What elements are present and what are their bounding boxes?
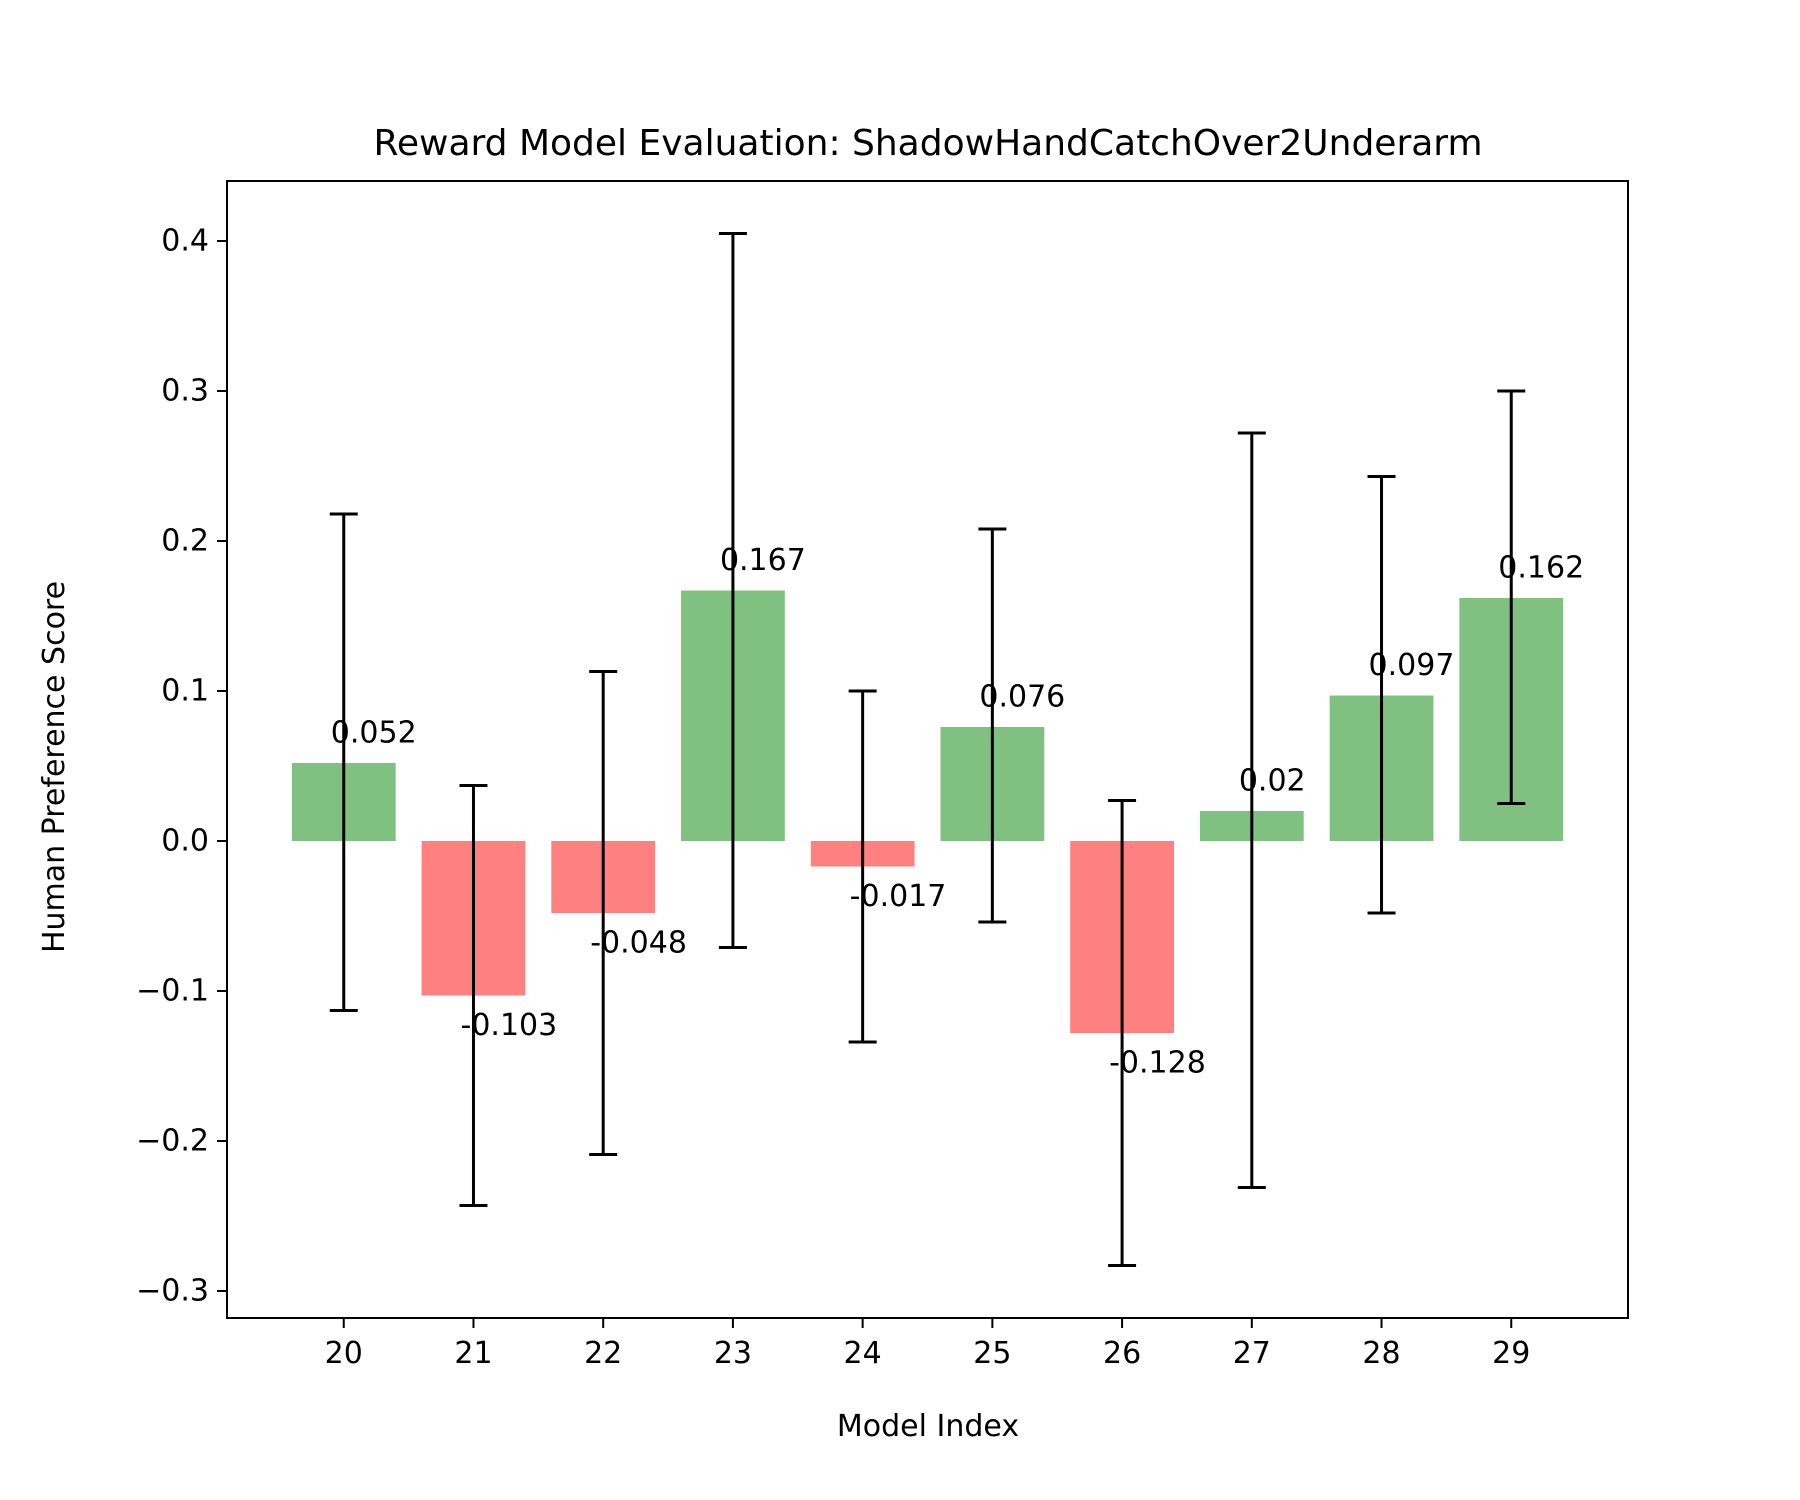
x-tick-label: 22	[584, 1336, 622, 1371]
data-label-26: -0.128	[1109, 1046, 1206, 1081]
y-tick-label: 0.1	[161, 674, 209, 709]
x-axis-label: Model Index	[837, 1409, 1019, 1444]
x-tick-label: 26	[1103, 1336, 1141, 1371]
data-label-21: -0.103	[461, 1008, 558, 1043]
data-label-27: 0.02	[1239, 764, 1306, 799]
x-tick-label: 21	[454, 1336, 492, 1371]
y-tick-label: −0.2	[136, 1124, 209, 1159]
axes-frame	[226, 180, 1629, 1319]
x-tick-label: 25	[973, 1336, 1011, 1371]
x-tick-label: 20	[325, 1336, 363, 1371]
y-tick-label: −0.3	[136, 1274, 209, 1309]
x-tick-label: 29	[1492, 1336, 1530, 1371]
data-label-25: 0.076	[979, 680, 1065, 715]
y-tick-label: 0.4	[161, 224, 209, 259]
y-tick-label: 0.2	[161, 524, 209, 559]
x-tick-label: 27	[1233, 1336, 1271, 1371]
plot-area: 0.052 -0.103 -0.048 0.167 -0.017 0.076 -0.128 0…	[136, 180, 1629, 1371]
data-label-24: -0.017	[850, 879, 947, 914]
x-tick-label: 28	[1362, 1336, 1400, 1371]
data-label-22: -0.048	[590, 926, 687, 961]
data-label-28: 0.097	[1369, 648, 1455, 683]
x-tick-label: 23	[714, 1336, 752, 1371]
data-label-29: 0.162	[1498, 551, 1584, 586]
data-label-20: 0.052	[331, 716, 417, 751]
y-tick-label: −0.1	[136, 974, 209, 1009]
x-tick-label: 24	[844, 1336, 882, 1371]
chart-title: Reward Model Evaluation: ShadowHandCatch…	[373, 123, 1482, 164]
data-label-23: 0.167	[720, 543, 806, 578]
y-tick-label: 0.0	[161, 824, 209, 859]
y-tick-label: 0.3	[161, 374, 209, 409]
y-axis-label: Human Preference Score	[37, 581, 72, 953]
